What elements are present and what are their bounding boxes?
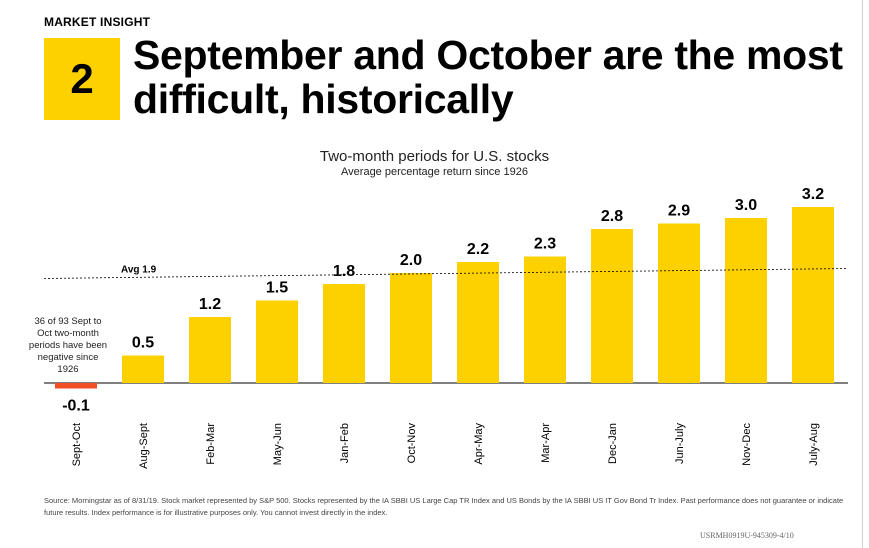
category-label: Sept-Oct bbox=[71, 423, 83, 466]
category-label: Jun-July bbox=[674, 423, 686, 464]
section-eyebrow: MARKET INSIGHT bbox=[44, 15, 151, 29]
category-label: Apr-May bbox=[473, 423, 485, 465]
headline: September and October are the most diffi… bbox=[133, 32, 843, 122]
bar-oct-nov bbox=[390, 273, 432, 383]
category-label: Mar-Apr bbox=[540, 423, 552, 463]
bar-may-jun bbox=[256, 300, 298, 383]
bar-value-label: 1.8 bbox=[333, 263, 355, 280]
category-label: Feb-Mar bbox=[205, 423, 217, 465]
bar-value-label: 0.5 bbox=[132, 335, 154, 352]
insight-number-badge: 2 bbox=[44, 38, 120, 120]
bar-value-label: 3.0 bbox=[735, 197, 757, 214]
bar-apr-may bbox=[457, 262, 499, 383]
document-code: USRMH0919U-945309-4/10 bbox=[700, 531, 794, 540]
bar-value-label: 3.2 bbox=[802, 186, 824, 203]
category-label: Oct-Nov bbox=[406, 423, 418, 464]
bar-sept-oct bbox=[55, 383, 97, 389]
bar-value-label: 2.3 bbox=[534, 236, 556, 253]
bar-value-label: -0.1 bbox=[62, 398, 90, 415]
bar-jan-feb bbox=[323, 284, 365, 383]
category-label: Dec-Jan bbox=[607, 423, 619, 464]
average-label: Avg 1.9 bbox=[121, 265, 157, 276]
bar-value-label: 2.0 bbox=[400, 252, 422, 269]
category-label: July-Aug bbox=[808, 423, 820, 466]
bar-nov-dec bbox=[725, 218, 767, 383]
bar-mar-apr bbox=[524, 256, 566, 383]
category-label: Jan-Feb bbox=[339, 423, 351, 463]
bar-dec-jan bbox=[591, 229, 633, 383]
bar-value-label: 1.2 bbox=[199, 296, 221, 313]
bar-value-label: 2.2 bbox=[467, 241, 489, 258]
insight-number: 2 bbox=[70, 55, 94, 102]
right-border-rule bbox=[862, 0, 863, 548]
bar-aug-sept bbox=[122, 355, 164, 383]
bar-value-label: 1.5 bbox=[266, 280, 288, 297]
category-label: Nov-Dec bbox=[741, 423, 753, 466]
chart-subtitle: Average percentage return since 1926 bbox=[341, 166, 528, 178]
negative-periods-callout: 36 of 93 Sept to Oct two-month periods h… bbox=[28, 316, 108, 375]
source-footnote: Source: Morningstar as of 8/31/19. Stock… bbox=[44, 496, 844, 517]
bar-value-label: 2.8 bbox=[601, 208, 623, 225]
bar-jun-july bbox=[658, 223, 700, 383]
chart-title: Two-month periods for U.S. stocks bbox=[319, 148, 550, 165]
category-label: May-Jun bbox=[272, 423, 284, 465]
bar-feb-mar bbox=[189, 317, 231, 383]
bar-july-aug bbox=[792, 207, 834, 383]
bar-value-label: 2.9 bbox=[668, 203, 690, 220]
category-label: Aug-Sept bbox=[138, 423, 150, 469]
